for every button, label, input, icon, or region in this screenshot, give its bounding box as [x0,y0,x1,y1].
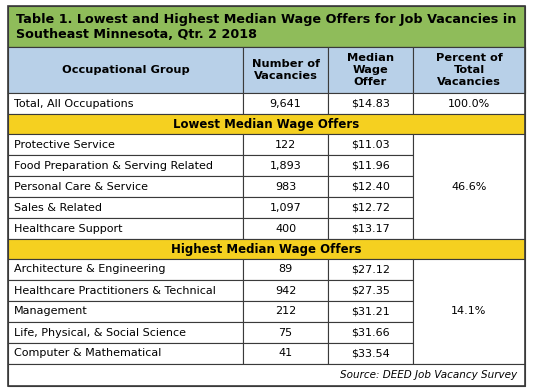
Bar [8,301,243,322]
Text: $27.12: $27.12 [351,265,390,274]
Bar [413,93,525,114]
Text: 212: 212 [275,307,296,316]
Bar [8,6,525,47]
Bar [243,218,328,239]
Bar [243,93,328,114]
Text: $33.54: $33.54 [351,348,390,359]
Bar [8,93,243,114]
Text: 1,097: 1,097 [270,203,301,212]
Bar [328,218,413,239]
Bar [8,280,243,301]
Bar [243,176,328,197]
Text: $14.83: $14.83 [351,98,390,109]
Text: Percent of
Total
Vacancies: Percent of Total Vacancies [435,53,503,87]
Text: 983: 983 [275,181,296,192]
Bar [8,47,525,93]
Bar [243,155,328,176]
Text: 46.6%: 46.6% [451,181,487,192]
Text: 400: 400 [275,223,296,234]
Bar [8,218,243,239]
Bar [413,259,525,364]
Text: 122: 122 [275,140,296,149]
Bar [328,343,413,364]
Bar [8,322,243,343]
Bar [243,47,328,93]
Text: Number of
Vacancies: Number of Vacancies [252,59,319,81]
Text: $31.66: $31.66 [351,327,390,338]
Text: Sales & Related: Sales & Related [14,203,102,212]
Bar [243,134,328,155]
Bar [328,322,413,343]
Text: Life, Physical, & Social Science: Life, Physical, & Social Science [14,327,186,338]
Text: $12.72: $12.72 [351,203,390,212]
Bar [328,134,413,155]
Bar [328,176,413,197]
Text: 75: 75 [278,327,293,338]
Text: Food Preparation & Serving Related: Food Preparation & Serving Related [14,160,213,171]
Text: Healthcare Support: Healthcare Support [14,223,123,234]
Bar [8,364,525,386]
Bar [8,47,243,93]
Text: Protective Service: Protective Service [14,140,115,149]
Text: Highest Median Wage Offers: Highest Median Wage Offers [171,243,362,256]
Bar [8,155,243,176]
Text: $31.21: $31.21 [351,307,390,316]
Text: Median
Wage
Offer: Median Wage Offer [347,53,394,87]
Text: 14.1%: 14.1% [451,307,487,316]
Text: Total, All Occupations: Total, All Occupations [14,98,133,109]
Text: Personal Care & Service: Personal Care & Service [14,181,148,192]
Text: 942: 942 [275,285,296,296]
Bar [328,197,413,218]
Text: $12.40: $12.40 [351,181,390,192]
Bar [328,155,413,176]
Bar [243,343,328,364]
Bar [243,301,328,322]
Bar [243,197,328,218]
Bar [243,322,328,343]
Bar [413,134,525,239]
Text: $13.17: $13.17 [351,223,390,234]
Bar [328,93,413,114]
Bar [8,343,243,364]
Text: Lowest Median Wage Offers: Lowest Median Wage Offers [173,118,360,131]
Text: Architecture & Engineering: Architecture & Engineering [14,265,166,274]
Text: Source: DEED Job Vacancy Survey: Source: DEED Job Vacancy Survey [340,370,517,380]
Text: 41: 41 [278,348,293,359]
Bar [8,134,243,155]
Text: 9,641: 9,641 [270,98,301,109]
Text: 1,893: 1,893 [270,160,301,171]
Bar [328,301,413,322]
Text: Management: Management [14,307,88,316]
Bar [328,259,413,280]
Text: Healthcare Practitioners & Technical: Healthcare Practitioners & Technical [14,285,216,296]
Bar [413,47,525,93]
Text: Table 1. Lowest and Highest Median Wage Offers for Job Vacancies in
Southeast Mi: Table 1. Lowest and Highest Median Wage … [16,13,516,40]
Text: 100.0%: 100.0% [448,98,490,109]
Bar [8,259,243,280]
Bar [8,114,525,134]
Bar [328,47,413,93]
Bar [328,280,413,301]
Bar [243,280,328,301]
Bar [8,176,243,197]
Bar [243,259,328,280]
Bar [8,197,243,218]
Text: $11.96: $11.96 [351,160,390,171]
Text: 89: 89 [278,265,293,274]
Text: Computer & Mathematical: Computer & Mathematical [14,348,161,359]
Text: $11.03: $11.03 [351,140,390,149]
Bar [8,239,525,259]
Text: $27.35: $27.35 [351,285,390,296]
Text: Occupational Group: Occupational Group [62,65,189,75]
